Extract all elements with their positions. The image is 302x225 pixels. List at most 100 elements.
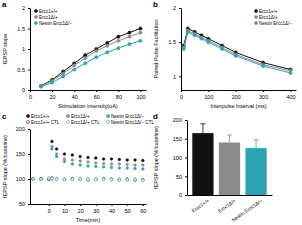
point (40, 178, 43, 181)
tick: 40 (109, 204, 115, 214)
tick-mark (28, 204, 30, 205)
tick-mark (28, 90, 30, 91)
tick: 300 (259, 90, 268, 100)
tick: 0 (48, 204, 51, 214)
legend-item: Ercc1Δ/+ (67, 114, 91, 119)
point (87, 179, 90, 182)
error-stem (229, 135, 230, 143)
point (126, 159, 129, 162)
point (32, 178, 35, 181)
point (117, 47, 120, 50)
y-axis: 050100150200 (173, 117, 188, 198)
point (128, 42, 131, 45)
point (117, 35, 120, 38)
point (51, 177, 54, 180)
legend-swatch (255, 10, 258, 13)
point (63, 178, 66, 181)
legend-label: Ercc1Δ/+ (259, 15, 278, 20)
point (128, 31, 131, 34)
tick-label: 50 (19, 201, 25, 207)
tick: Ercc1+/+ (190, 195, 210, 214)
tick: 100 (136, 90, 145, 100)
point (79, 178, 82, 181)
point (186, 30, 189, 33)
series-line (41, 33, 140, 86)
point (106, 44, 109, 47)
point (32, 178, 35, 181)
marks (32, 140, 144, 182)
tick-label: 300 (259, 94, 268, 100)
tick-label: 100 (204, 94, 213, 100)
plot: 010020030040011.52Ercc1+/+Ercc1Δ/+Nestin… (168, 5, 296, 100)
legend-label: Nestin Ercc1Δ/− CTL (111, 120, 154, 125)
tick-label: 0 (179, 192, 182, 198)
plot: 010203040506050100150200Ercc1+/+Ercc1Δ/+… (16, 114, 155, 214)
legend-label: Ercc1Δ/+ (39, 15, 58, 20)
y-axis-title: fEPSP slope (2, 34, 8, 65)
point (48, 177, 51, 180)
series-line (184, 32, 291, 73)
point (134, 179, 137, 182)
axis-line (181, 9, 182, 91)
tick-label: 0 (48, 208, 51, 214)
legend-label: Ercc1Δ/+ CTL (71, 120, 100, 125)
panel: dErcc1+/+Ercc1Δ/+Nestin Ercc1Δ/−05010015… (153, 112, 273, 223)
x-axis: 020406080100 (29, 90, 147, 100)
point (200, 37, 203, 40)
tick: 0 (29, 90, 32, 100)
point (126, 178, 129, 181)
legend-swatch (27, 115, 30, 118)
panel-label: c (2, 112, 7, 121)
tick-label: 100 (173, 155, 182, 161)
y-axis-title: fEPSP slope (% baseline) (2, 135, 8, 198)
point (142, 164, 145, 167)
point (289, 71, 292, 74)
plot: 02040608010000.511.52Ercc1+/+Ercc1Δ/+Nes… (17, 5, 146, 100)
legend-swatch (35, 22, 38, 25)
point (118, 158, 121, 161)
figure: a02040608010000.511.52Ercc1+/+Ercc1Δ/+Ne… (0, 0, 302, 225)
tick-label: 1.5 (168, 39, 176, 45)
point (118, 178, 121, 181)
legend-item: Nestin Ercc1Δ/− (255, 21, 293, 26)
tick: 0 (22, 87, 30, 93)
tick: 50 (125, 204, 131, 214)
point (110, 163, 113, 166)
point (102, 162, 105, 165)
axis-line (31, 204, 147, 205)
point (32, 178, 35, 181)
legend-label: Ercc1+/+ (39, 9, 58, 14)
error-stem (256, 140, 257, 148)
tick-mark (179, 76, 181, 77)
point (102, 178, 105, 181)
legend-label: Nestin Ercc1Δ/− (39, 21, 72, 26)
tick-mark (28, 8, 30, 9)
tick: 200 (173, 117, 187, 123)
tick: 1.5 (17, 26, 30, 32)
point (48, 177, 51, 180)
point (39, 85, 42, 88)
axis-line (182, 90, 297, 91)
point (110, 166, 113, 169)
panel-label: a (2, 0, 7, 9)
point (102, 178, 105, 181)
point (63, 160, 66, 163)
point (95, 179, 98, 182)
point (118, 179, 121, 182)
tick-mark (263, 90, 264, 92)
tick-mark (64, 204, 65, 206)
point (71, 178, 74, 181)
tick-label: Ercc1+/+ (190, 197, 210, 213)
tick-label: 0 (29, 94, 32, 100)
point (95, 178, 98, 181)
tick: 40 (72, 90, 78, 100)
tick: 50 (176, 174, 187, 180)
legend-swatch (35, 16, 38, 19)
point (50, 81, 53, 84)
legend-label: Ercc1+/+ (31, 114, 50, 119)
point (118, 163, 121, 166)
tick: 200 (232, 90, 241, 100)
tick: 0 (179, 192, 187, 198)
tick-mark (208, 90, 209, 92)
bar (192, 133, 213, 195)
